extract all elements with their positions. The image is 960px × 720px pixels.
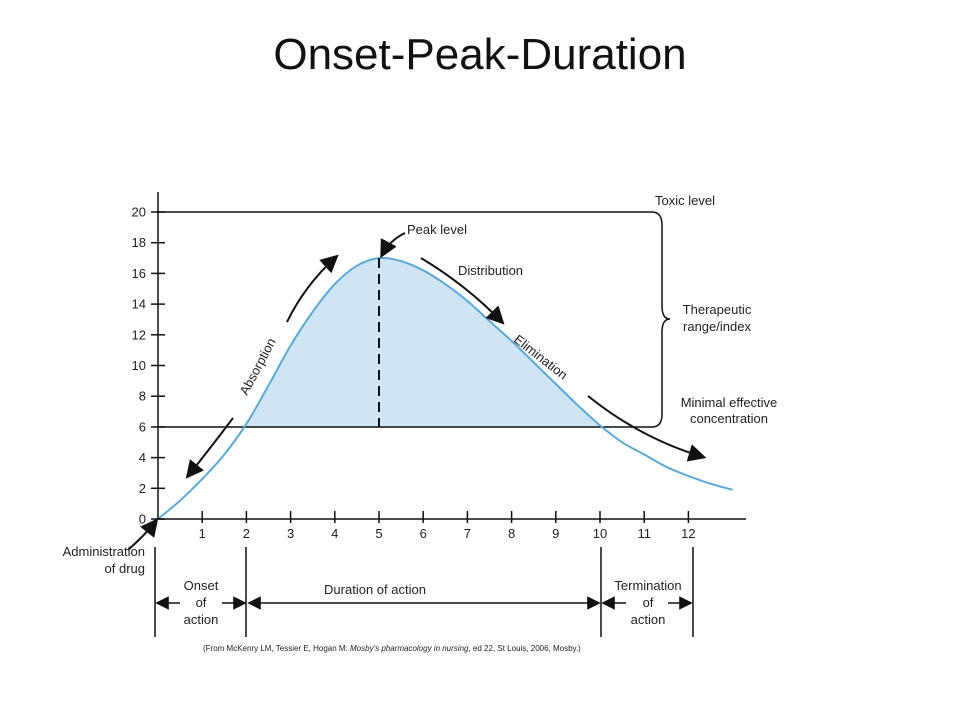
y-tick-label: 6 [139,419,146,434]
x-tick-label: 2 [243,526,250,541]
therapeutic-area [246,257,600,427]
elimination-arrow [587,395,707,462]
mec-label-line2: concentration [690,411,768,426]
onset-label-line2: of [196,595,207,610]
y-tick-label: 2 [139,481,146,496]
x-tick-label: 1 [199,526,206,541]
x-tick-label: 8 [508,526,515,541]
x-tick-label: 6 [420,526,427,541]
x-ticks: 1 2 3 4 5 6 7 8 9 10 11 12 [199,511,696,541]
concentration-curve [157,256,733,520]
x-tick-label: 9 [552,526,559,541]
slide-title: Onset-Peak-Duration [273,30,687,79]
y-tick-label: 12 [132,327,146,342]
y-tick-label: 10 [132,358,146,373]
therapeutic-range-brace [651,211,671,428]
x-tick-label: 7 [464,526,471,541]
absorption-arrow [286,254,339,323]
administration-arrow [127,518,159,551]
distribution-label: Distribution [458,263,523,278]
peak-level-label: Peak level [407,222,467,237]
termination-label-line2: of [643,595,654,610]
y-tick-label: 18 [132,235,146,250]
y-tick-label: 0 [139,512,146,527]
x-tick-label: 3 [287,526,294,541]
x-tick-label: 11 [637,526,651,541]
termination-label-line3: action [631,612,666,627]
administration-label-line1: Administration [63,544,145,559]
therapeutic-label-line1: Therapeutic [683,302,752,317]
distribution-arrow [420,257,505,325]
mec-label-line1: Minimal effective [681,395,778,410]
x-tick-label: 4 [331,526,338,541]
y-tick-label: 4 [139,450,146,465]
x-tick-label: 5 [375,526,382,541]
peak-level-arrow [380,232,406,259]
y-ticks: 0 2 4 6 8 10 12 14 16 18 20 [132,205,165,527]
onset-label-line1: Onset [184,578,219,593]
administration-label-line2: of drug [105,561,145,576]
citation-suffix: , ed 22, St Louis, 2006, Mosby.) [468,644,581,653]
absorption-down-arrow [185,417,234,479]
duration-label: Duration of action [324,582,426,597]
termination-label-line1: Termination [614,578,681,593]
y-tick-label: 8 [139,389,146,404]
onset-label-line3: action [184,612,219,627]
citation: (From McKenry LM, Tessier E, Hogan M: Mo… [203,644,581,653]
toxic-level-label: Toxic level [655,193,715,208]
x-tick-label: 10 [593,526,607,541]
y-tick-label: 14 [132,297,146,312]
therapeutic-label-line2: range/index [683,319,751,334]
x-tick-label: 12 [681,526,695,541]
y-tick-label: 16 [132,266,146,281]
y-tick-label: 20 [132,205,146,220]
duration-label-bg [312,578,438,596]
citation-book: Mosby's pharmacology in nursing [350,644,469,653]
citation-prefix: (From McKenry LM, Tessier E, Hogan M: [203,644,350,653]
